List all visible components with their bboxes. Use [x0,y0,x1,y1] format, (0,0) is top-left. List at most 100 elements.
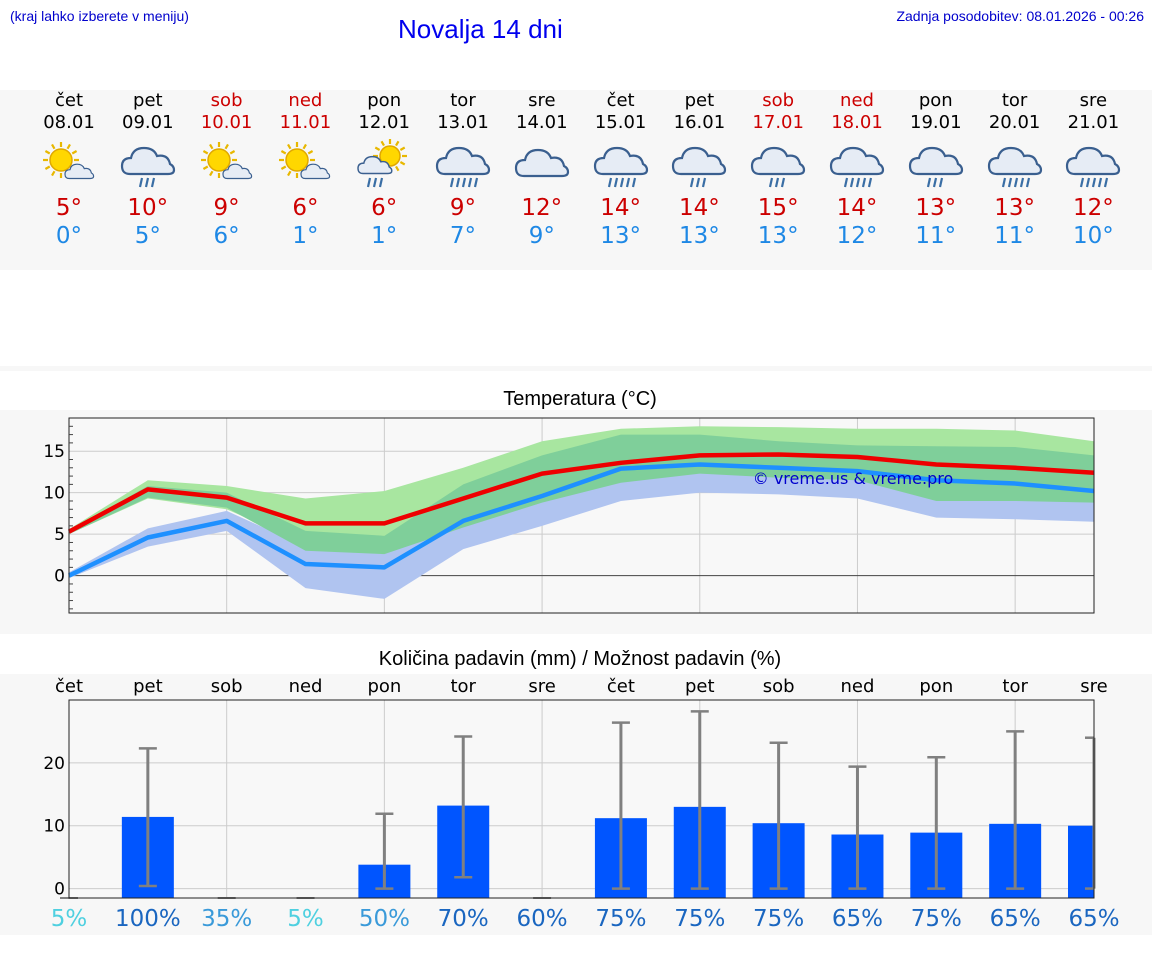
day-name: ned [840,90,874,111]
day-date: 16.01 [673,112,726,133]
category-label: sre [1080,676,1107,697]
temp-max: 12° [1073,195,1114,221]
precip-probability: 70% [438,906,489,932]
category-label: sob [763,676,795,697]
temp-min: 7° [449,223,477,249]
category-label: sre [528,676,555,697]
day-date: 08.01 [43,112,95,133]
precip-bar [1068,825,1094,898]
temp-max: 14° [679,195,720,221]
last-update: Zadnja posodobitev: 08.01.2026 - 00:26 [896,8,1144,24]
temp-max: 5° [55,195,83,221]
precip-probability: 65% [1068,906,1119,932]
separator [0,366,1152,371]
temp-max: 9° [449,195,477,221]
temp-max: 13° [994,195,1035,221]
y-tick-label: 10 [43,817,65,837]
y-tick-label: 15 [43,442,65,462]
precipitation-chart-title: Količina padavin (mm) / Možnost padavin … [378,648,782,670]
plot-frame [68,699,1095,899]
precip-probability: 100% [115,906,181,932]
day-date: 11.01 [279,112,332,133]
day-date: 10.01 [200,112,253,133]
rain-cloud-icon [108,134,188,198]
day-name: sre [1079,90,1108,111]
category-label: tor [1002,676,1028,697]
category-label: ned [841,676,875,697]
precipitation-chart: čet pet sob ned pon tor sre čet pet sob ned pon tor s… [43,676,1119,932]
temp-max: 10° [127,195,169,221]
day-forecast: čet 08.01 5° 0° [29,90,109,250]
precip-probability: 75% [595,906,646,932]
temp-min: 1° [371,223,398,249]
day-name: čet [54,90,84,111]
day-forecast: pon 12.01 6° 1° [344,90,424,250]
day-name: pet [133,90,163,111]
plot-frame [68,417,1095,614]
y-tick-label: 10 [43,484,65,504]
temp-min: 5° [134,223,161,249]
temp-min: 0° [55,223,83,249]
day-forecast: pet 09.01 10° 5° [108,90,188,250]
day-date: 12.01 [358,112,410,133]
day-forecast: sob 10.01 9° 6° [187,90,267,250]
temp-max: 14° [836,195,878,221]
temp-min: 13° [600,223,641,249]
temp-max: 14° [600,195,641,221]
y-tick-label: 20 [43,754,65,774]
precip-probability: 75% [753,906,804,932]
temp-min: 9° [528,223,555,249]
temp-min: 13° [757,223,799,249]
category-label: pon [367,676,401,697]
temp-min: 10° [1073,223,1114,249]
temp-max: 12° [521,195,563,221]
temperature-chart: 0 5 10 15 © vreme.us & vreme.pro [43,417,1095,614]
precip-probability: 35% [201,906,252,932]
sun-cloud-icon [187,134,267,198]
temp-min: 6° [213,223,240,249]
day-name: sre [528,90,556,111]
max-temp-band-inner [69,434,1094,555]
day-date: 09.01 [122,112,174,133]
day-name: sob [210,90,243,111]
day-name: tor [450,90,476,111]
temp-min: 11° [994,223,1035,249]
min-temp-line [68,462,1095,578]
heavy-rain-cloud-icon [423,134,503,198]
max-temp-line [67,452,1095,534]
day-forecast: ned 18.01 14° 12° [817,90,897,250]
temp-min: 1° [292,223,319,249]
category-label: pet [685,676,715,697]
temp-min: 13° [679,223,720,249]
precip-probability: 75% [674,906,725,932]
y-tick-label: 0 [54,880,65,900]
day-forecast: pet 16.01 14° 13° [659,90,739,250]
heavy-rain-cloud-icon [1053,134,1133,198]
y-tick-label: 5 [54,525,65,545]
temp-max: 9° [213,195,240,221]
category-label: pet [133,676,163,697]
rain-cloud-icon [738,134,818,198]
temp-min: 11° [915,223,957,249]
temp-max: 6° [292,195,319,221]
y-tick-label: 0 [54,567,65,587]
temp-max: 6° [371,195,398,221]
category-label: čet [607,676,635,697]
precip-probability: 50% [359,906,410,932]
watermark: © vreme.us & vreme.pro [753,469,954,488]
day-date: 15.01 [594,112,647,133]
day-name: ned [288,90,323,111]
precip-probability: 5% [287,906,324,932]
precip-probability: 5% [51,906,88,932]
day-forecast: sob 17.01 15° 13° [738,90,818,250]
forecast-strip [0,90,1152,270]
page-title: Novalja 14 dni [398,14,563,44]
day-date: 17.01 [752,112,804,133]
day-forecast: pon 19.01 13° 11° [896,90,976,250]
temp-min: 12° [836,223,878,249]
cloud-icon [502,134,582,198]
day-date: 18.01 [831,112,883,133]
heavy-rain-cloud-icon [581,134,661,198]
day-date: 13.01 [437,112,489,133]
category-label: tor [450,676,476,697]
